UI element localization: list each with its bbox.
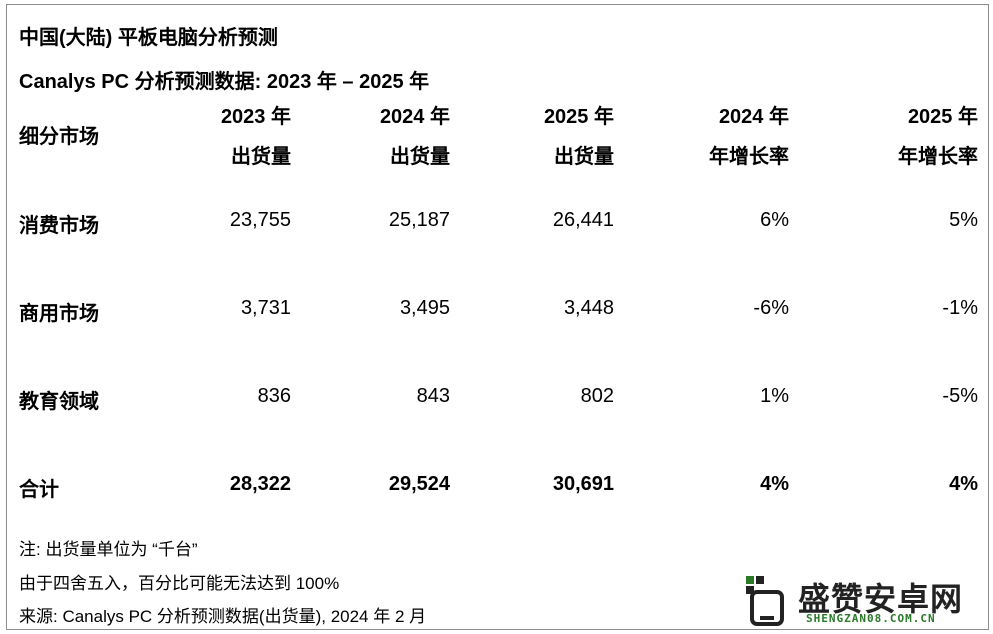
- column-header: 2025 年 年增长率: [898, 97, 978, 177]
- table-cell: 802: [580, 385, 614, 407]
- phone-icon: [742, 574, 790, 626]
- watermark-text: 盛赞安卓网: [798, 581, 964, 617]
- watermark: 盛赞安卓网 SHENGZAN08.COM.CN: [742, 572, 984, 628]
- column-header-metric: 出货量: [231, 146, 291, 168]
- table-cell: 6%: [760, 209, 789, 231]
- column-header-metric: 出货量: [554, 146, 614, 168]
- table-cell: 3,448: [563, 297, 614, 319]
- table-cell-total: 28,322: [229, 473, 291, 495]
- table-cell-total: 29,524: [388, 473, 450, 495]
- column-header-year: 2025 年: [543, 106, 614, 128]
- table-cell: 25,187: [388, 209, 450, 231]
- row-label: 教育领域: [19, 391, 99, 413]
- column-header: 2024 年 出货量: [380, 97, 450, 177]
- column-header-year: 2024 年: [718, 106, 789, 128]
- column-header-year: 2024 年: [379, 106, 450, 128]
- column-header-year: 2023 年: [220, 106, 291, 128]
- table-cell: 5%: [949, 209, 978, 231]
- column-header-metric: 出货量: [390, 146, 450, 168]
- table-cell: -6%: [753, 297, 789, 319]
- table-cell: 23,755: [229, 209, 291, 231]
- table-cell-total: 30,691: [552, 473, 614, 495]
- column-header: 2025 年 出货量: [544, 97, 614, 177]
- table-cell: 26,441: [552, 209, 614, 231]
- note-source: 来源: Canalys PC 分析预测数据(出货量), 2024 年 2 月: [19, 607, 427, 626]
- watermark-subtext: SHENGZAN08.COM.CN: [806, 612, 936, 625]
- note-unit: 注: 出货量单位为 “千台”: [19, 540, 198, 559]
- row-label: 商用市场: [19, 303, 99, 325]
- row-label: 消费市场: [19, 215, 99, 237]
- row-label-total: 合计: [19, 479, 59, 501]
- table-subtitle: Canalys PC 分析预测数据: 2023 年 – 2025 年: [19, 71, 430, 93]
- table-cell: 3,731: [240, 297, 291, 319]
- table-frame: 中国(大陆) 平板电脑分析预测 Canalys PC 分析预测数据: 2023 …: [6, 4, 989, 630]
- header-segment: 细分市场: [19, 126, 99, 148]
- table-cell: -5%: [942, 385, 978, 407]
- table-cell-total: 4%: [949, 473, 978, 495]
- column-header: 2023 年 出货量: [221, 97, 291, 177]
- column-header: 2024 年 年增长率: [709, 97, 789, 177]
- table-cell: 836: [257, 385, 291, 407]
- table-cell-total: 4%: [760, 473, 789, 495]
- column-header-metric: 年增长率: [709, 146, 789, 168]
- table-cell: 843: [416, 385, 450, 407]
- table-cell: -1%: [942, 297, 978, 319]
- table-title: 中国(大陆) 平板电脑分析预测: [19, 27, 278, 49]
- table-cell: 3,495: [399, 297, 450, 319]
- column-header-year: 2025 年: [907, 106, 978, 128]
- note-rounding: 由于四舍五入，百分比可能无法达到 100%: [19, 574, 340, 593]
- column-header-metric: 年增长率: [898, 146, 978, 168]
- table-cell: 1%: [760, 385, 789, 407]
